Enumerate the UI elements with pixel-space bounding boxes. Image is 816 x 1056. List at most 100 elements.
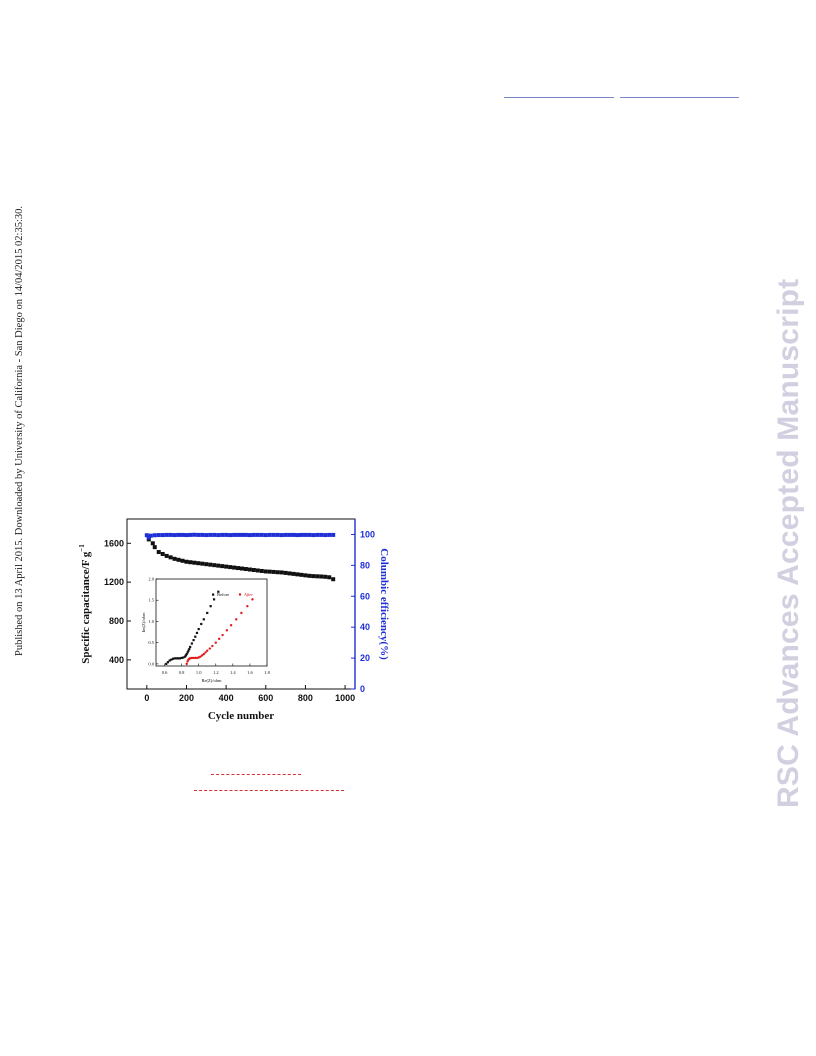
capacitance-point: [271, 569, 276, 574]
efficiency-point: [263, 533, 268, 538]
efficiency-point: [200, 532, 205, 537]
capacitance-point: [267, 569, 272, 574]
y-tick-label: 1200: [104, 577, 124, 587]
capacitance-point: [263, 569, 268, 574]
x-tick-label: 0: [144, 693, 149, 703]
capacitance-point: [184, 559, 189, 564]
inset-after-point: [211, 644, 214, 648]
efficiency-point: [192, 532, 197, 537]
capacitance-point: [319, 574, 324, 579]
cycling-stability-chart: 0 200 400 600 800 1000 400 800 1200 1600 0 20 40 60 80…: [78, 518, 390, 722]
caption-rule-top: [211, 774, 301, 775]
efficiency-point: [303, 532, 308, 537]
y2-tick-label: 80: [360, 560, 370, 570]
inset-before-point: [202, 618, 205, 621]
inset-x-tick-label: 1.4: [230, 670, 236, 675]
inset-after-point: [225, 629, 229, 632]
inset-after-point: [217, 637, 221, 641]
inset-legend-before-label: Before: [217, 592, 229, 597]
y2-tick-label: 60: [360, 591, 370, 601]
capacitance-point: [216, 563, 221, 568]
main-plot: 0 200 400 600 800 1000 400 800 1200 1600 0 20 40 60 80…: [78, 518, 390, 722]
capacitance-point: [180, 558, 185, 563]
capacitance-point: [150, 541, 155, 546]
efficiency-point: [168, 532, 173, 537]
inset-y-tick-label: 0.0: [148, 661, 154, 666]
inset-before-point: [206, 611, 209, 615]
inset-before-point: [217, 590, 220, 593]
y2-tick-label: 0: [360, 684, 365, 694]
inset-before-point: [186, 651, 189, 654]
y-tick-label: 800: [109, 616, 124, 626]
inset-y-tick-label: 1.0: [148, 619, 154, 624]
inset-after-point: [246, 604, 249, 608]
inset-x-axis-label: Re(Z)/ohm: [202, 678, 222, 683]
capacitance-point: [291, 571, 296, 576]
capacitance-point: [164, 553, 169, 558]
efficiency-point: [164, 532, 169, 537]
inset-after-point: [185, 662, 188, 666]
efficiency-point: [224, 532, 229, 537]
efficiency-point: [204, 533, 209, 538]
efficiency-point: [247, 533, 252, 538]
inset-before-point: [187, 649, 190, 652]
inset-after-point: [235, 618, 238, 621]
inset-x-tick-label: 1.8: [264, 670, 270, 675]
inset-before-point: [185, 653, 188, 656]
efficiency-point: [331, 532, 336, 537]
efficiency-point: [160, 533, 165, 538]
inset-legend-after-label: After: [243, 592, 253, 597]
capacitance-point: [200, 561, 205, 566]
journal-watermark-text: RSC Advances Accepted Manuscript: [772, 278, 805, 808]
capacitance-point: [307, 573, 312, 578]
inset-after-point: [251, 598, 254, 601]
header-rule-right: [620, 97, 739, 98]
capacitance-point: [255, 568, 260, 573]
efficiency-point: [236, 532, 241, 537]
inset-plot: 0.6 0.8 1.0 1.2 1.4 1.6 1.8 0.0 0.5 1.0 1.5 2.0 Re(Z…: [141, 577, 271, 684]
inset-legend-after-marker: [238, 593, 242, 596]
capacitance-point: [220, 564, 225, 569]
capacitance-point: [196, 561, 201, 566]
efficiency-point: [152, 533, 157, 538]
capacitance-point: [232, 565, 237, 570]
efficiency-point: [188, 532, 193, 537]
efficiency-point: [315, 532, 320, 537]
inset-before-point: [180, 656, 183, 660]
efficiency-point: [251, 532, 256, 537]
efficiency-point: [299, 532, 304, 537]
capacitance-point: [208, 562, 213, 567]
inset-legend-before-marker: [212, 593, 215, 596]
capacitance-point: [224, 564, 229, 569]
inset-before-point: [168, 659, 171, 662]
efficiency-point: [243, 532, 248, 537]
inset-after-point: [190, 656, 194, 660]
x-tick-label: 1000: [335, 693, 355, 703]
inset-before-point: [194, 635, 197, 638]
efficiency-point: [180, 532, 185, 537]
inset-after-point: [229, 624, 233, 627]
inset-before-point: [212, 598, 216, 601]
inset-after-point: [208, 647, 211, 650]
inset-y-tick-label: 0.5: [148, 640, 154, 645]
inset-frame: [155, 578, 268, 667]
efficiency-point: [212, 532, 217, 537]
capacitance-point: [212, 563, 217, 568]
efficiency-point: [327, 532, 332, 537]
inset-before-point: [197, 627, 200, 631]
inset-x-tick-label: 1.2: [213, 670, 219, 675]
inset-before-point: [175, 657, 178, 660]
efficiency-point: [307, 532, 312, 537]
capacitance-point: [259, 568, 264, 573]
y2-tick-label: 20: [360, 653, 370, 663]
journal-watermark: RSC Advances Accepted Manuscript: [772, 246, 808, 808]
inset-x-tick-label: 1.0: [196, 670, 202, 675]
capacitance-point: [176, 557, 181, 562]
efficiency-point: [319, 532, 324, 537]
inset-before-point: [190, 642, 193, 645]
efficiency-point: [311, 533, 316, 538]
inset-before-point: [177, 657, 180, 660]
inset-after-point: [192, 656, 195, 660]
inset-after-point: [202, 652, 206, 656]
capacitance-point: [287, 571, 292, 576]
